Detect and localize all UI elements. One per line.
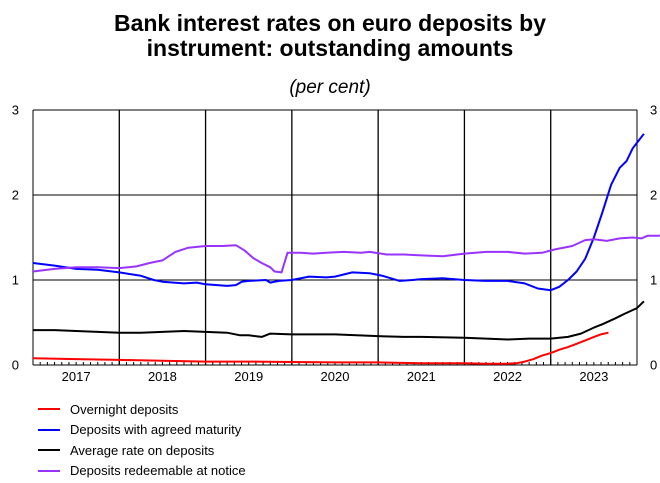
legend-swatch [38,428,60,431]
tick-labels: 0 0 1 1 2 2 3 3 2017 2018 2019 2020 2021 2022 2023 [12,103,657,385]
x-tick-label: 2019 [234,369,263,384]
x-tick-label: 2020 [321,369,350,384]
x-tick-label: 2022 [493,369,522,384]
legend: Overnight deposits Deposits with agreed m… [38,399,246,481]
legend-item: Deposits redeemable at notice [38,461,246,482]
x-tick-label: 2023 [579,369,608,384]
y-tick-label-right: 1 [650,273,657,288]
y-tick-label-left: 0 [12,358,19,373]
y-tick-label-left: 2 [12,188,19,203]
chart-subtitle: (per cent) [289,77,371,98]
series-line [32,234,660,274]
x-tick-label: 2017 [62,369,91,384]
legend-label: Deposits redeemable at notice [70,463,246,479]
legend-item: Overnight deposits [38,399,246,420]
chart-title-line-1: Bank interest rates on euro deposits by [113,10,546,36]
legend-label: Average rate on deposits [70,442,215,458]
legend-item: Deposits with agreed maturity [38,420,246,441]
legend-swatch [38,469,60,472]
series-line [33,300,645,341]
legend-swatch [38,449,60,452]
gridlines [33,109,637,365]
y-tick-label-right: 0 [650,358,657,373]
y-tick-label-right: 2 [650,188,657,203]
legend-label: Deposits with agreed maturity [70,422,242,438]
series-line [32,331,609,365]
y-tick-label-right: 3 [650,103,657,118]
legend-item: Average rate on deposits [38,440,246,461]
series-lines [32,133,660,365]
chart-title-line-2: instrument: outstanding amounts [146,35,514,61]
x-tick-label: 2021 [407,369,436,384]
legend-swatch [38,408,60,411]
axes [32,110,638,366]
y-tick-label-left: 3 [12,103,19,118]
x-tick-label: 2018 [148,369,177,384]
legend-label: Overnight deposits [70,401,179,417]
series-line [32,133,645,292]
y-tick-label-left: 1 [12,273,19,288]
